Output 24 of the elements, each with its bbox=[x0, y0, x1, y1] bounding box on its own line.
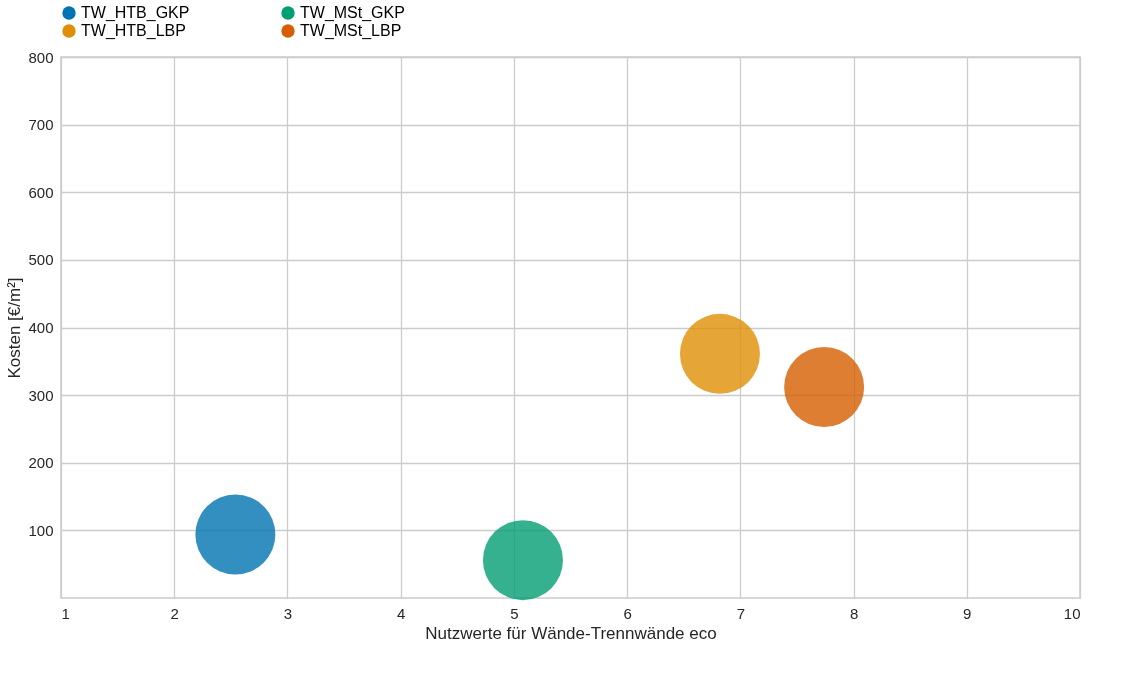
x-tick-label: 8 bbox=[849, 604, 859, 622]
x-tick-label: 9 bbox=[963, 604, 972, 622]
y-tick-label: 100 bbox=[28, 521, 54, 539]
legend-label: TW_HTB_GKP bbox=[81, 4, 190, 22]
x-tick-label: 1 bbox=[61, 604, 70, 622]
y-tick-label: 600 bbox=[28, 183, 54, 201]
x-tick-label: 2 bbox=[170, 604, 179, 622]
y-tick-label: 700 bbox=[28, 116, 54, 134]
y-tick-label: 500 bbox=[28, 251, 54, 269]
y-tick-label: 200 bbox=[28, 454, 54, 472]
x-tick-label: 7 bbox=[736, 604, 746, 622]
y-tick-label: 300 bbox=[28, 386, 54, 404]
x-tick-label: 6 bbox=[623, 604, 632, 622]
y-axis-title: Kosten [€/m²] bbox=[5, 277, 25, 379]
legend-label: TW_MSt_LBP bbox=[300, 22, 402, 40]
y-tick-label: 800 bbox=[28, 48, 54, 66]
legend-label: TW_MSt_GKP bbox=[300, 4, 405, 22]
x-axis-title: Nutzwerte für Wände-Trennwände eco bbox=[425, 623, 717, 643]
x-tick-label: 5 bbox=[510, 604, 519, 622]
x-tick-label: 4 bbox=[396, 604, 406, 622]
x-tick-label: 3 bbox=[283, 604, 293, 622]
legend-label: TW_HTB_LBP bbox=[81, 22, 186, 40]
x-tick-label: 10 bbox=[1063, 604, 1081, 622]
y-tick-label: 400 bbox=[28, 319, 54, 336]
